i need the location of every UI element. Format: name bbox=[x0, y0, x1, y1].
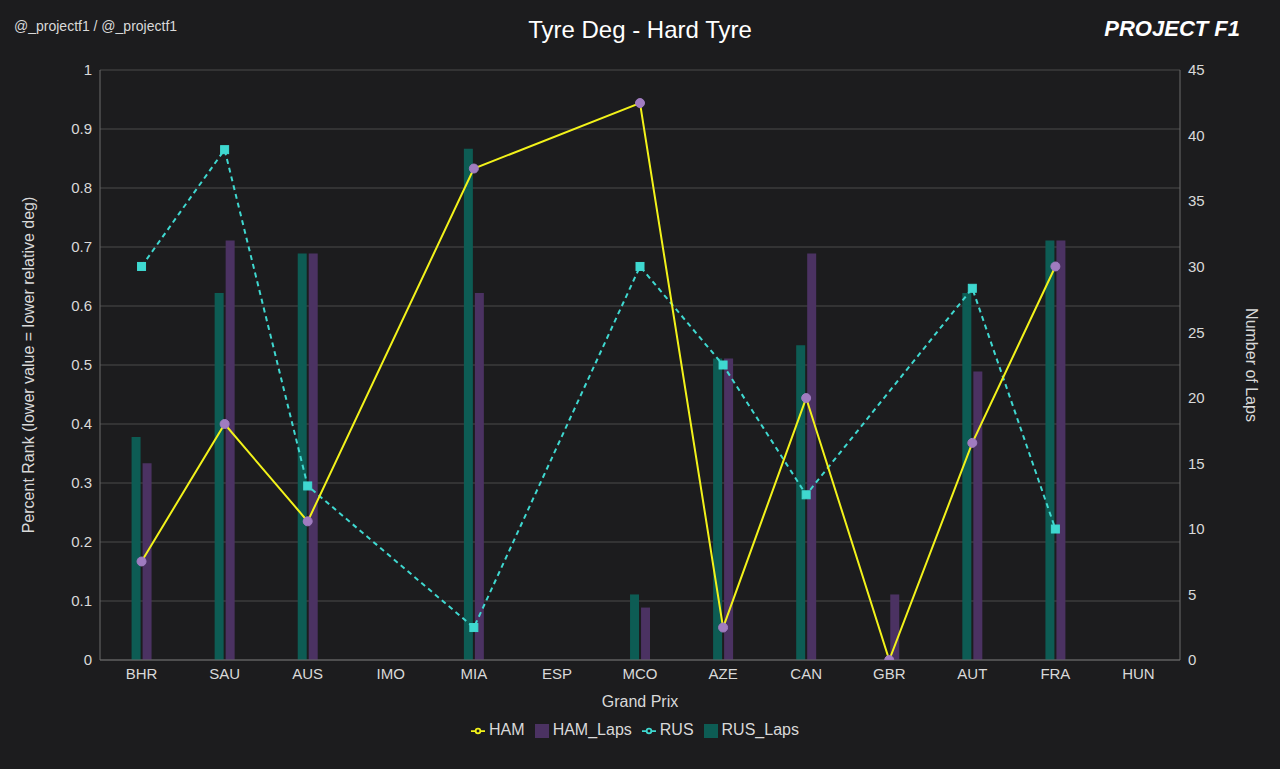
svg-text:0.5: 0.5 bbox=[71, 356, 92, 373]
svg-text:Percent Rank (lower value = lo: Percent Rank (lower value = lower relati… bbox=[20, 197, 37, 534]
svg-text:0.8: 0.8 bbox=[71, 179, 92, 196]
svg-text:0: 0 bbox=[84, 651, 92, 668]
html-text:RUS_Laps: RUS_Laps bbox=[721, 721, 799, 738]
svg-text:BHR: BHR bbox=[126, 665, 158, 682]
svg-text:MIA: MIA bbox=[461, 665, 488, 682]
svg-text:ESP: ESP bbox=[542, 665, 572, 682]
svg-text:FRA: FRA bbox=[1040, 665, 1070, 682]
svg-text:1: 1 bbox=[84, 61, 92, 78]
svg-text:0.7: 0.7 bbox=[71, 238, 92, 255]
svg-text:25: 25 bbox=[1188, 324, 1205, 341]
svg-text:30: 30 bbox=[1188, 258, 1205, 275]
svg-text:0.9: 0.9 bbox=[71, 120, 92, 137]
svg-text:Number of Laps: Number of Laps bbox=[1243, 308, 1260, 422]
svg-text:40: 40 bbox=[1188, 127, 1205, 144]
svg-text:0: 0 bbox=[1188, 651, 1196, 668]
html-text:PROJECT F1: PROJECT F1 bbox=[1104, 16, 1240, 41]
svg-text:10: 10 bbox=[1188, 520, 1205, 537]
svg-text:0.6: 0.6 bbox=[71, 297, 92, 314]
svg-text:SAU: SAU bbox=[209, 665, 240, 682]
svg-text:MCO: MCO bbox=[623, 665, 658, 682]
svg-text:0.1: 0.1 bbox=[71, 592, 92, 609]
svg-text:AUS: AUS bbox=[292, 665, 323, 682]
svg-text:35: 35 bbox=[1188, 192, 1205, 209]
svg-text:20: 20 bbox=[1188, 389, 1205, 406]
svg-text:AUT: AUT bbox=[957, 665, 987, 682]
svg-text:GBR: GBR bbox=[873, 665, 906, 682]
svg-text:5: 5 bbox=[1188, 586, 1196, 603]
html-text:HAM_Laps: HAM_Laps bbox=[552, 721, 632, 738]
html-text:RUS: RUS bbox=[659, 721, 694, 738]
svg-text:45: 45 bbox=[1188, 61, 1205, 78]
svg-text:0.3: 0.3 bbox=[71, 474, 92, 491]
svg-text:CAN: CAN bbox=[790, 665, 822, 682]
svg-text:Grand Prix: Grand Prix bbox=[602, 693, 678, 710]
html-text:Tyre Deg - Hard Tyre: Tyre Deg - Hard Tyre bbox=[528, 16, 752, 43]
html-text:@_projectf1 / @_projectf1: @_projectf1 / @_projectf1 bbox=[14, 18, 178, 34]
svg-text:AZE: AZE bbox=[708, 665, 737, 682]
html-text:HAM: HAM bbox=[489, 721, 525, 738]
svg-text:HUN: HUN bbox=[1122, 665, 1155, 682]
svg-text:IMO: IMO bbox=[377, 665, 405, 682]
svg-text:15: 15 bbox=[1188, 455, 1205, 472]
svg-text:0.2: 0.2 bbox=[71, 533, 92, 550]
svg-text:0.4: 0.4 bbox=[71, 415, 92, 432]
